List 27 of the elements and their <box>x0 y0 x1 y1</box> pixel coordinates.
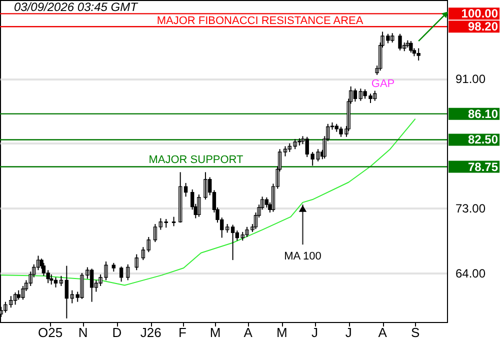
annotation: MAJOR SUPPORT <box>148 154 244 166</box>
x-tick-label: O25 <box>38 325 63 340</box>
x-tick-label: M <box>210 325 221 340</box>
annotation: MA 100 <box>284 250 322 263</box>
x-tick-label: D <box>112 325 122 340</box>
y-tick-label: 64.00 <box>456 266 486 281</box>
line-series <box>0 118 416 286</box>
x-tick-label: M <box>276 325 288 340</box>
annotation: MAJOR FIBONACCI RESISTANCE AREA <box>156 15 364 27</box>
y-tick-label: 91.00 <box>456 72 486 86</box>
y-tick-label: 73.00 <box>456 202 486 216</box>
ref-line-label: 86.10 <box>468 106 498 121</box>
annotation: GAP <box>371 78 395 90</box>
annotation: 03/09/2026 03:45 GMT <box>14 0 140 14</box>
x-tick-label: A <box>244 325 253 340</box>
ref-line-label: 100.00 <box>461 6 498 21</box>
x-tick-label: J <box>345 325 352 340</box>
ref-line-label: 78.75 <box>468 160 498 174</box>
candlestick <box>416 48 420 62</box>
ref-line-label: 98.20 <box>468 20 498 34</box>
ref-line-label: 82.50 <box>468 132 498 147</box>
x-tick-label: J26 <box>140 325 162 340</box>
x-tick-label: A <box>378 325 388 340</box>
x-tick-label: N <box>78 325 88 340</box>
x-tick-label: J <box>312 325 318 340</box>
x-tick-label: S <box>410 325 420 340</box>
x-tick-label: F <box>178 325 187 340</box>
